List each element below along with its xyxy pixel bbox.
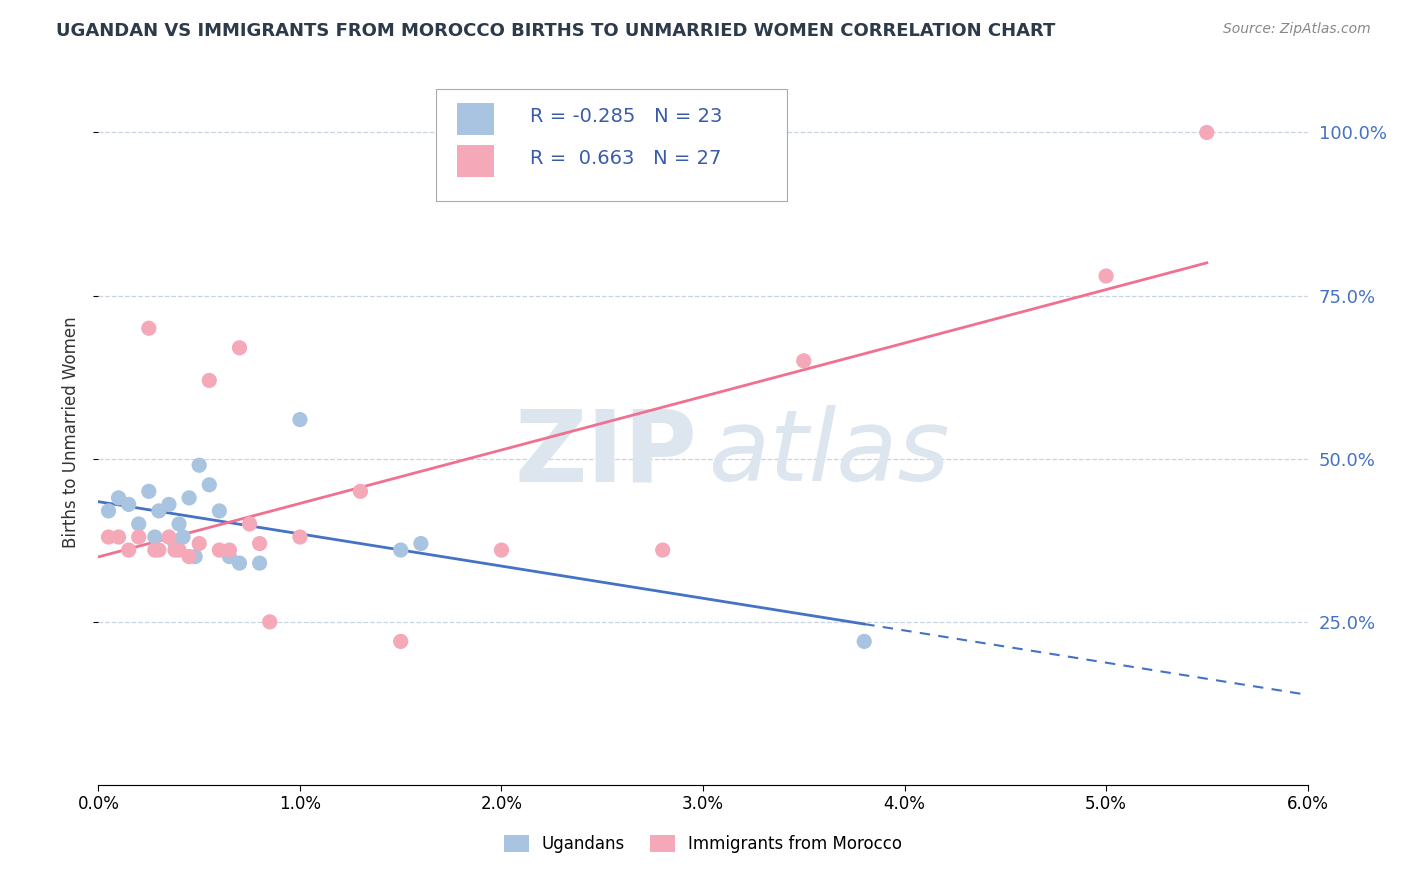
Point (288, 530, 311, 544)
Point (107, 491, 129, 505)
Point (208, 543, 231, 558)
Point (218, 549, 240, 564)
Point (651, 543, 673, 558)
Point (128, 516, 150, 531)
Point (491, 543, 513, 558)
Point (793, 354, 815, 368)
Point (138, 321, 160, 335)
Point (167, 543, 190, 558)
Point (239, 516, 262, 531)
Point (143, 530, 166, 544)
Text: R =  0.663   N = 27: R = 0.663 N = 27 (530, 149, 721, 169)
Point (188, 458, 211, 473)
Point (288, 412, 311, 426)
Point (249, 556, 271, 570)
Point (389, 634, 412, 648)
Text: R = -0.285   N = 23: R = -0.285 N = 23 (530, 107, 723, 127)
Point (349, 484, 371, 499)
Point (218, 543, 240, 558)
Point (157, 497, 180, 511)
Point (148, 504, 170, 518)
Point (228, 556, 250, 570)
Point (148, 543, 170, 558)
Point (128, 530, 150, 544)
Point (409, 536, 432, 550)
Text: Source: ZipAtlas.com: Source: ZipAtlas.com (1223, 22, 1371, 37)
Legend: Ugandans, Immigrants from Morocco: Ugandans, Immigrants from Morocco (495, 826, 911, 861)
Point (179, 491, 201, 505)
Point (259, 615, 281, 629)
Point (1195, 126, 1218, 140)
Point (143, 543, 166, 558)
Point (157, 530, 180, 544)
Point (163, 536, 186, 550)
Point (228, 341, 250, 355)
Point (172, 530, 194, 544)
Point (107, 530, 129, 544)
Point (138, 484, 160, 499)
Y-axis label: Births to Unmarried Women: Births to Unmarried Women (62, 317, 80, 549)
Point (179, 549, 201, 564)
Point (198, 478, 221, 492)
Text: UGANDAN VS IMMIGRANTS FROM MOROCCO BIRTHS TO UNMARRIED WOMEN CORRELATION CHART: UGANDAN VS IMMIGRANTS FROM MOROCCO BIRTH… (56, 22, 1056, 40)
Point (184, 549, 207, 564)
Point (389, 543, 412, 558)
Point (118, 543, 141, 558)
Point (97, 504, 120, 518)
Text: atlas: atlas (709, 405, 950, 502)
Point (249, 536, 271, 550)
Text: ZIP: ZIP (515, 405, 697, 502)
Point (97, 530, 120, 544)
Point (188, 536, 211, 550)
Point (198, 373, 221, 387)
Point (1095, 268, 1118, 283)
Point (163, 543, 186, 558)
Point (853, 634, 876, 648)
Point (208, 504, 231, 518)
Point (167, 516, 190, 531)
Point (118, 497, 141, 511)
